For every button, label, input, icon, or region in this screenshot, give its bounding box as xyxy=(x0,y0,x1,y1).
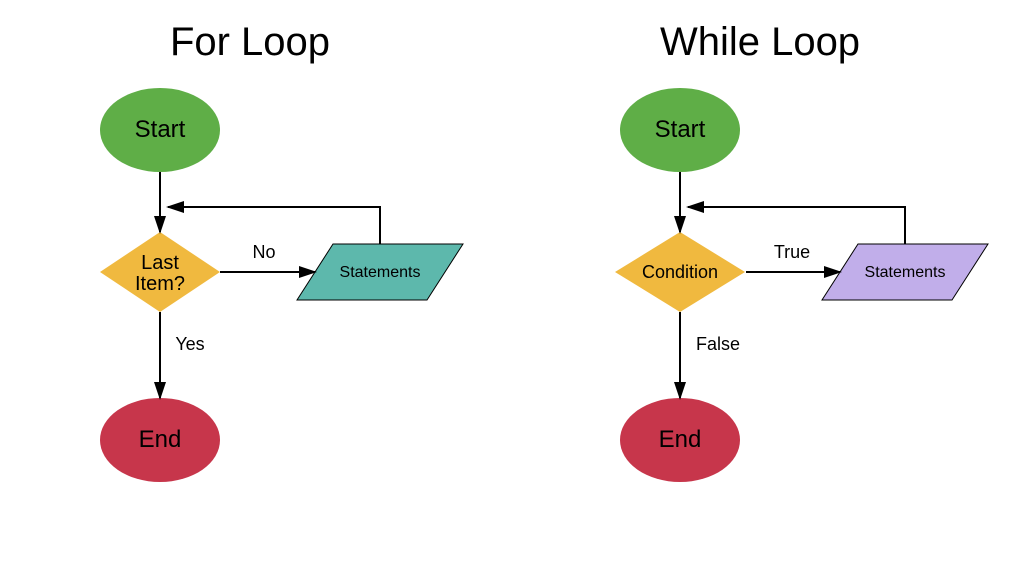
svg-text:Statements: Statements xyxy=(340,264,421,281)
svg-text:Yes: Yes xyxy=(175,334,204,354)
svg-text:Item?: Item? xyxy=(135,273,185,295)
svg-text:Start: Start xyxy=(655,116,706,143)
svg-text:Last: Last xyxy=(141,252,179,274)
title-for-loop: For Loop xyxy=(170,20,330,64)
svg-text:End: End xyxy=(139,426,182,453)
svg-text:Statements: Statements xyxy=(865,264,946,281)
svg-text:End: End xyxy=(659,426,702,453)
svg-text:False: False xyxy=(696,334,740,354)
title-while-loop: While Loop xyxy=(660,20,860,64)
svg-text:Start: Start xyxy=(135,116,186,143)
flowchart-diagram: For Loop While Loop Start LastItem? Statemen… xyxy=(0,0,1024,576)
svg-text:Condition: Condition xyxy=(642,262,718,282)
svg-text:No: No xyxy=(252,242,275,262)
svg-text:True: True xyxy=(774,242,810,262)
